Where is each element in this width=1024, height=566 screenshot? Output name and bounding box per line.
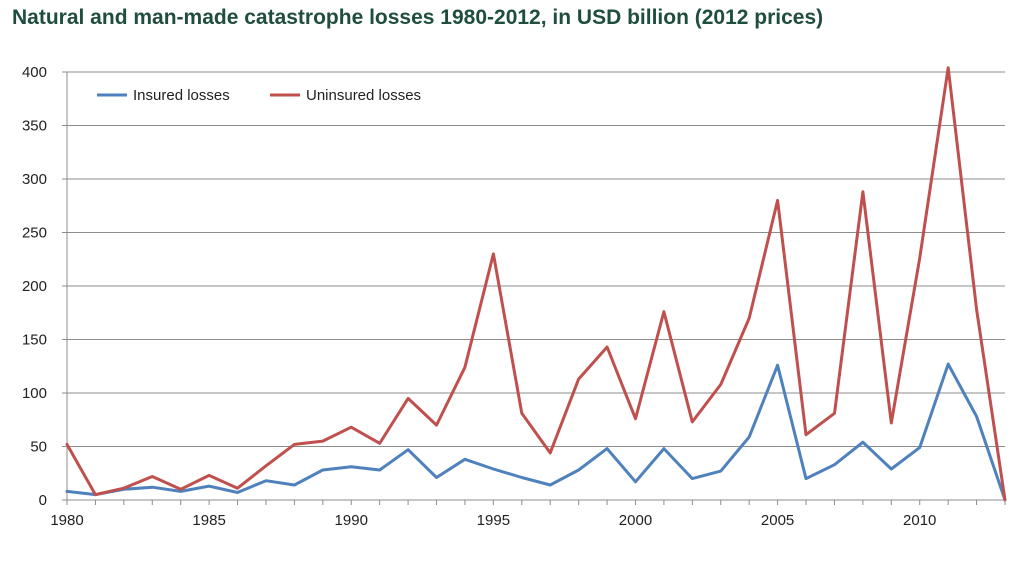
uninsured-losses-line (65, 66, 1007, 502)
y-tick-label: 100 (22, 385, 47, 402)
legend-label: Uninsured losses (306, 87, 421, 104)
legend-label: Insured losses (133, 87, 230, 104)
y-tick-label: 200 (22, 278, 47, 295)
insured-losses-line (65, 362, 1007, 502)
x-tick-label: 1995 (477, 512, 510, 529)
x-tick-label: 1990 (335, 512, 368, 529)
x-tick-label: 2005 (761, 512, 794, 529)
y-tick-label: 250 (22, 225, 47, 242)
chart-title: Natural and man-made catastrophe losses … (12, 6, 824, 29)
y-tick-label: 400 (22, 64, 47, 81)
x-tick-label: 2000 (619, 512, 652, 529)
y-tick-label: 300 (22, 171, 47, 188)
x-tick-label: 2010 (903, 512, 936, 529)
y-tick-label: 350 (22, 118, 47, 135)
y-tick-label: 50 (30, 439, 47, 456)
y-tick-label: 150 (22, 332, 47, 349)
x-tick-label: 1985 (192, 512, 225, 529)
x-tick-label: 1980 (50, 512, 83, 529)
y-tick-label: 0 (39, 492, 47, 509)
